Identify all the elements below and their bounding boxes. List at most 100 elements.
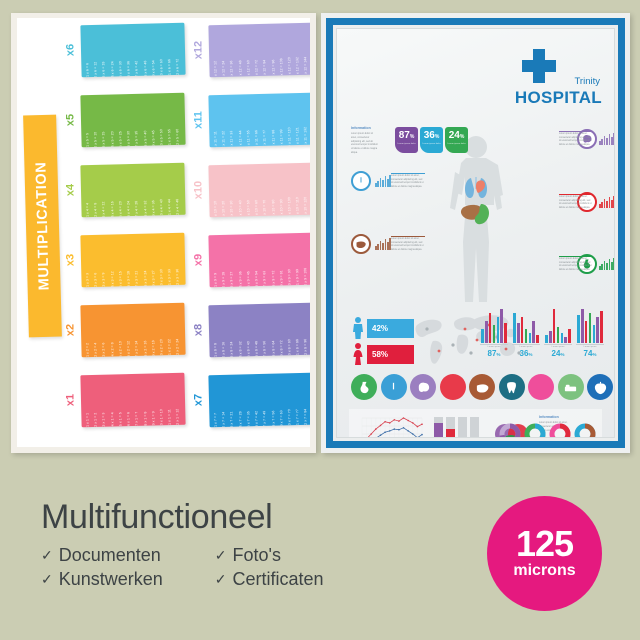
multiplication-equation: 7 x 10 = 70	[262, 200, 268, 218]
page-title: Multifunctioneel	[41, 498, 273, 536]
multiplication-equation: 11 x 3 = 33	[167, 269, 172, 288]
bed-icon	[564, 384, 577, 391]
bar-group-unit: %	[528, 351, 533, 357]
multiplication-equation: 9 x 4 = 36	[151, 200, 156, 217]
icon-circle-bed-icon[interactable]	[557, 374, 584, 400]
multiplication-label: x3	[64, 253, 77, 267]
icon-circle-brain-icon[interactable]	[410, 374, 436, 400]
callout-minibar	[599, 196, 614, 208]
multiplication-equation: 2 x 2 = 4	[93, 343, 98, 358]
multiplication-banner: MULTIPLICATION	[23, 114, 62, 338]
multiplication-equation: 11 x 12 = 132	[295, 57, 301, 78]
female-icon	[352, 343, 364, 365]
organ-circle-brain[interactable]	[577, 129, 597, 149]
multiplication-equation: 3 x 1 = 3	[101, 412, 107, 427]
bar	[492, 325, 496, 343]
multiplication-equation: 10 x 12 = 120	[287, 57, 292, 78]
bar	[552, 309, 556, 343]
multiplication-equation: 9 x 10 = 90	[279, 199, 284, 218]
multiplication-equation: 10 x 9 = 90	[287, 269, 292, 288]
icon-circle-cardio-icon[interactable]	[528, 374, 554, 400]
multiplication-equation: 12 x 10 = 120	[303, 197, 309, 218]
callout-minibar	[375, 238, 391, 250]
bar-group-bars	[576, 307, 604, 343]
brain-icon	[583, 135, 592, 143]
organ-circle-lungs[interactable]	[351, 171, 371, 191]
multiplication-equation: 12 x 6 = 72	[175, 59, 181, 78]
organ-circle-stomach[interactable]	[577, 254, 597, 274]
multiplication-equation: 10 x 8 = 80	[287, 339, 292, 358]
callout-text: Lorem ipsum dolor sit amet, consectetur …	[391, 236, 425, 252]
multiplication-equation: 7 x 6 = 42	[134, 61, 140, 78]
multiplication-equation: 2 x 8 = 16	[221, 342, 226, 358]
multiplication-equation: 4 x 6 = 24	[110, 61, 115, 78]
vertical-bar-chart: 87%62%41%18%	[434, 415, 479, 437]
brain-icon	[418, 382, 429, 392]
donut-chart-0	[499, 423, 521, 437]
multiplication-equation: 5 x 8 = 40	[246, 341, 251, 358]
organ-circle-liver[interactable]	[351, 234, 371, 254]
icon-circle-stomach-icon[interactable]	[351, 374, 377, 400]
multiplication-equation: 4 x 10 = 40	[238, 200, 243, 218]
multiplication-block: 1 x 12 = 12 2 x 12 = 24 3 x 12 = 36 4 x 12 …	[208, 22, 310, 78]
multiplication-equation: 12 x 11 = 132	[303, 127, 309, 148]
bar	[600, 311, 603, 343]
stat-badge-sub: Lorem ipsum dolor	[447, 143, 466, 145]
multiplication-label: x4	[64, 183, 77, 197]
multiplication-equation: 2 x 1 = 2	[93, 413, 98, 428]
multiplication-equation: 8 x 6 = 48	[142, 60, 148, 77]
multiplication-equation: 5 x 5 = 25	[118, 131, 123, 148]
icon-circle-lungs-icon[interactable]	[380, 374, 407, 400]
multiplication-equation: 3 x 4 = 12	[101, 201, 107, 218]
multiplication-label: x1	[64, 393, 77, 407]
hospital-infographic-poster[interactable]: Trinity HOSPITAL Information Lorem ipsum…	[321, 13, 630, 453]
donut-charts	[499, 423, 596, 437]
bar	[524, 329, 528, 343]
bar-group-74: Lorem ipsum 74%	[576, 307, 604, 358]
icon-circle-heart-icon[interactable]	[439, 374, 466, 400]
multiplication-equation: 9 x 1 = 9	[151, 411, 156, 426]
lungs-icon	[392, 382, 395, 389]
icon-circle-tooth-icon[interactable]	[498, 374, 525, 400]
bar	[580, 309, 584, 343]
multiplication-equation: 12 x 5 = 60	[175, 129, 181, 148]
stat-badge-24: 24% Lorem ipsum dolor	[445, 127, 468, 153]
multiplication-equation: 2 x 6 = 12	[93, 62, 98, 78]
multiplication-equation: 8 x 5 = 40	[142, 130, 148, 147]
hospital-brand: Trinity	[574, 76, 600, 87]
multiplication-equation: 6 x 10 = 60	[254, 200, 259, 218]
bar-group-unit: %	[592, 351, 597, 357]
multiplication-equation: 5 x 9 = 45	[246, 271, 251, 288]
multiplication-label: x9	[192, 253, 205, 267]
multiplication-equation: 12 x 4 = 48	[175, 199, 181, 218]
multiplication-equation: 1 x 8 = 8	[213, 343, 218, 358]
gender-value-female: 58%	[367, 344, 414, 364]
multiplication-equation: 10 x 1 = 10	[159, 409, 164, 428]
bar-group-caption: Lorem ipsum	[576, 344, 604, 348]
organ-circle-heart[interactable]	[577, 192, 597, 212]
hospital-poster-frame: Trinity HOSPITAL Information Lorem ipsum…	[326, 18, 625, 448]
icon-circle-liver-icon[interactable]	[469, 374, 495, 400]
multiplication-equation: 6 x 5 = 30	[126, 131, 131, 148]
multiplication-equation: 10 x 3 = 30	[159, 269, 164, 288]
multiplication-table-x10: x10 1 x 10 = 10 2 x 10 = 20 3 x 10 = 30 4 x …	[189, 158, 310, 228]
icon-circle-apple-icon[interactable]	[587, 374, 613, 400]
body-silhouette	[433, 134, 519, 317]
callout-minibar	[599, 258, 614, 270]
hospital-poster-sheet: Trinity HOSPITAL Information Lorem ipsum…	[336, 28, 615, 438]
stat-badge-sub: Lorem ipsum dolor	[422, 143, 441, 145]
multiplication-equation: 12 x 12 = 144	[303, 57, 309, 78]
multiplication-equation: 4 x 11 = 44	[238, 130, 243, 148]
multiplication-equation: 11 x 9 = 99	[295, 269, 300, 288]
multiplication-equation: 10 x 10 = 100	[287, 197, 292, 218]
multiplication-equation: 1 x 9 = 9	[213, 273, 218, 288]
multiplication-equation: 6 x 11 = 66	[254, 130, 259, 148]
stat-badge-unit: %	[459, 134, 465, 140]
lungs-icon	[360, 177, 362, 183]
multiplication-equation: 8 x 10 = 80	[270, 199, 276, 218]
